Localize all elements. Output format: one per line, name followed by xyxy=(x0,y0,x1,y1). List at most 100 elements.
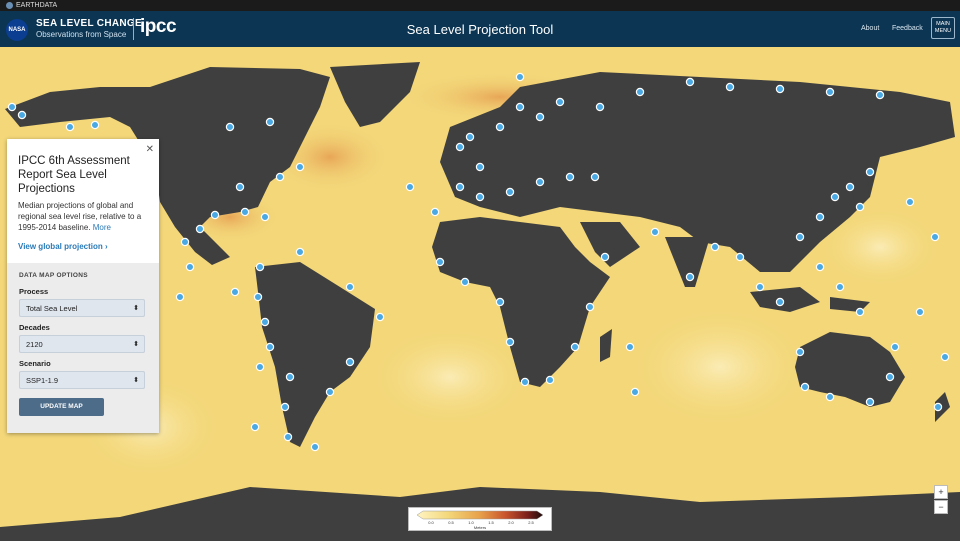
station-marker[interactable] xyxy=(585,302,595,312)
station-marker[interactable] xyxy=(825,392,835,402)
station-marker[interactable] xyxy=(230,287,240,297)
station-marker[interactable] xyxy=(545,375,555,385)
station-marker[interactable] xyxy=(255,362,265,372)
station-marker[interactable] xyxy=(325,387,335,397)
station-marker[interactable] xyxy=(465,132,475,142)
station-marker[interactable] xyxy=(535,112,545,122)
station-marker[interactable] xyxy=(260,317,270,327)
station-marker[interactable] xyxy=(565,172,575,182)
station-marker[interactable] xyxy=(915,307,925,317)
station-marker[interactable] xyxy=(235,182,245,192)
station-marker[interactable] xyxy=(825,87,835,97)
station-marker[interactable] xyxy=(600,252,610,262)
station-marker[interactable] xyxy=(865,397,875,407)
station-marker[interactable] xyxy=(515,72,525,82)
station-marker[interactable] xyxy=(195,224,205,234)
sea-level-map[interactable]: + − xyxy=(0,47,960,541)
station-marker[interactable] xyxy=(795,232,805,242)
station-marker[interactable] xyxy=(725,82,735,92)
station-marker[interactable] xyxy=(495,297,505,307)
decades-select[interactable]: 2120 ⬍ xyxy=(19,335,145,353)
zoom-out-button[interactable]: − xyxy=(934,500,948,514)
station-marker[interactable] xyxy=(250,422,260,432)
station-marker[interactable] xyxy=(815,262,825,272)
station-marker[interactable] xyxy=(800,382,810,392)
station-marker[interactable] xyxy=(253,292,263,302)
station-marker[interactable] xyxy=(755,282,765,292)
station-marker[interactable] xyxy=(275,172,285,182)
main-menu-button[interactable]: MAIN MENU xyxy=(931,17,955,39)
station-marker[interactable] xyxy=(345,357,355,367)
station-marker[interactable] xyxy=(685,272,695,282)
station-marker[interactable] xyxy=(595,102,605,112)
station-marker[interactable] xyxy=(65,122,75,132)
update-map-button[interactable]: UPDATE MAP xyxy=(19,398,104,416)
station-marker[interactable] xyxy=(283,432,293,442)
station-marker[interactable] xyxy=(90,120,100,130)
station-marker[interactable] xyxy=(845,182,855,192)
station-marker[interactable] xyxy=(570,342,580,352)
station-marker[interactable] xyxy=(865,167,875,177)
station-marker[interactable] xyxy=(455,142,465,152)
station-marker[interactable] xyxy=(940,352,950,362)
station-marker[interactable] xyxy=(310,442,320,452)
station-marker[interactable] xyxy=(890,342,900,352)
zoom-in-button[interactable]: + xyxy=(934,485,948,499)
station-marker[interactable] xyxy=(185,262,195,272)
station-marker[interactable] xyxy=(345,282,355,292)
station-marker[interactable] xyxy=(875,90,885,100)
station-marker[interactable] xyxy=(830,192,840,202)
station-marker[interactable] xyxy=(285,372,295,382)
station-marker[interactable] xyxy=(555,97,565,107)
station-marker[interactable] xyxy=(520,377,530,387)
station-marker[interactable] xyxy=(255,262,265,272)
station-marker[interactable] xyxy=(815,212,825,222)
view-global-projection-link[interactable]: View global projection › xyxy=(18,242,108,251)
station-marker[interactable] xyxy=(795,347,805,357)
station-marker[interactable] xyxy=(905,197,915,207)
process-select[interactable]: Total Sea Level ⬍ xyxy=(19,299,145,317)
station-marker[interactable] xyxy=(7,102,17,112)
station-marker[interactable] xyxy=(295,247,305,257)
station-marker[interactable] xyxy=(375,312,385,322)
station-marker[interactable] xyxy=(930,232,940,242)
nav-about[interactable]: About xyxy=(861,25,880,32)
station-marker[interactable] xyxy=(455,182,465,192)
scenario-select[interactable]: SSP1-1.9 ⬍ xyxy=(19,371,145,389)
station-marker[interactable] xyxy=(460,277,470,287)
station-marker[interactable] xyxy=(475,192,485,202)
station-marker[interactable] xyxy=(590,172,600,182)
ipcc-logo[interactable]: ipcc xyxy=(140,16,177,37)
station-marker[interactable] xyxy=(635,87,645,97)
station-marker[interactable] xyxy=(225,122,235,132)
station-marker[interactable] xyxy=(405,182,415,192)
station-marker[interactable] xyxy=(430,207,440,217)
close-icon[interactable]: ✕ xyxy=(145,144,154,155)
station-marker[interactable] xyxy=(855,202,865,212)
station-marker[interactable] xyxy=(775,297,785,307)
station-marker[interactable] xyxy=(855,307,865,317)
station-marker[interactable] xyxy=(505,337,515,347)
station-marker[interactable] xyxy=(650,227,660,237)
brand-title[interactable]: SEA LEVEL CHANGE xyxy=(36,18,142,29)
station-marker[interactable] xyxy=(933,402,943,412)
station-marker[interactable] xyxy=(260,212,270,222)
station-marker[interactable] xyxy=(685,77,695,87)
station-marker[interactable] xyxy=(735,252,745,262)
station-marker[interactable] xyxy=(835,282,845,292)
station-marker[interactable] xyxy=(495,122,505,132)
nav-feedback[interactable]: Feedback xyxy=(892,25,923,32)
station-marker[interactable] xyxy=(265,342,275,352)
more-link[interactable]: More xyxy=(92,223,111,232)
station-marker[interactable] xyxy=(180,237,190,247)
station-marker[interactable] xyxy=(625,342,635,352)
station-marker[interactable] xyxy=(505,187,515,197)
station-marker[interactable] xyxy=(240,207,250,217)
station-marker[interactable] xyxy=(775,84,785,94)
station-marker[interactable] xyxy=(265,117,275,127)
station-marker[interactable] xyxy=(175,292,185,302)
station-marker[interactable] xyxy=(17,110,27,120)
station-marker[interactable] xyxy=(630,387,640,397)
station-marker[interactable] xyxy=(280,402,290,412)
station-marker[interactable] xyxy=(210,210,220,220)
